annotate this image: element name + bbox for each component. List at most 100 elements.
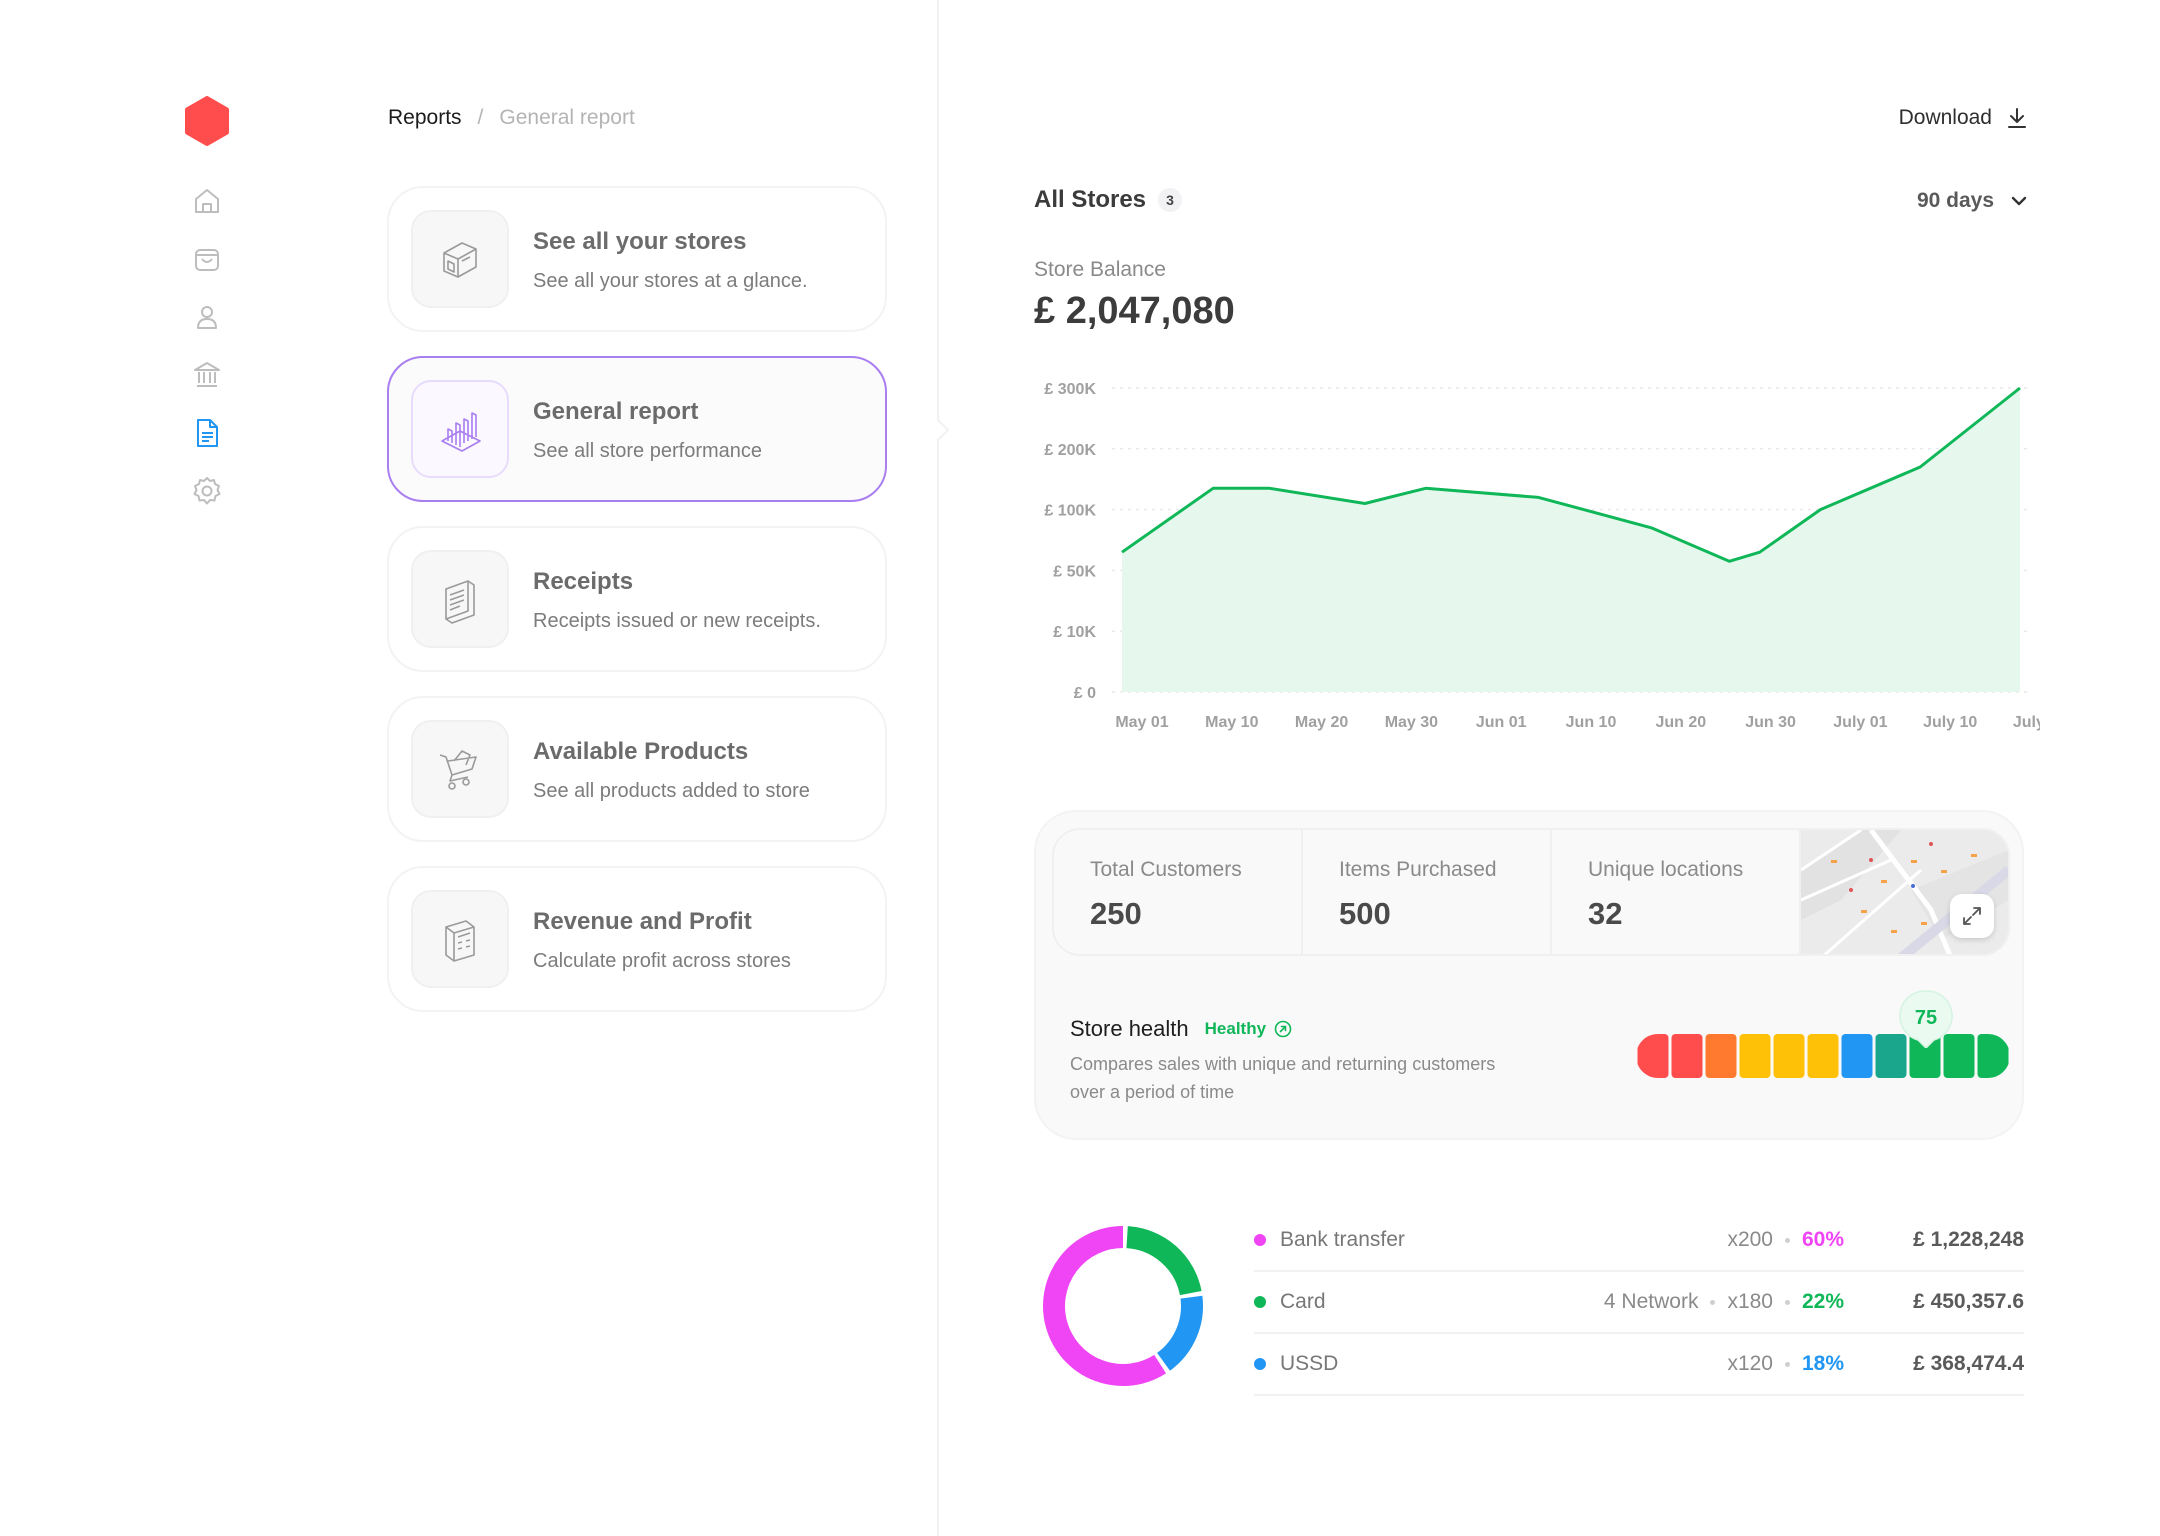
payment-count: x200 — [1727, 1228, 1773, 1251]
card-subtitle: See all store performance — [533, 440, 763, 462]
card-icon-box — [411, 380, 509, 478]
brand-logo[interactable] — [182, 96, 232, 146]
payment-percent: 60% — [1802, 1228, 1845, 1251]
card-icon-box — [411, 890, 509, 988]
store-health-status-label: Healthy — [1204, 1019, 1267, 1038]
health-segment — [1909, 1034, 1941, 1078]
x-tick-label: Jun 01 — [1476, 714, 1527, 731]
payment-extra: 4 Network — [1603, 1290, 1699, 1313]
card-available-products[interactable]: Available Products See all products adde… — [387, 696, 887, 842]
donut-slice — [1126, 1226, 1202, 1296]
sidebar-item-reports[interactable] — [190, 416, 224, 450]
health-segment — [1807, 1034, 1839, 1078]
panel-divider — [937, 0, 939, 1536]
stat-value: 32 — [1588, 896, 1623, 931]
card-receipts[interactable]: Receipts Receipts issued or new receipts… — [387, 526, 887, 672]
y-tick-label: £ 10K — [1053, 624, 1096, 641]
payment-amount: £ 450,357.6 — [1913, 1290, 2024, 1313]
user-icon — [197, 306, 217, 329]
map-expand-button[interactable] — [1950, 894, 1995, 938]
payment-percent: 18% — [1802, 1352, 1845, 1375]
stats-row: Total Customers 250 Items Purchased 500 … — [1052, 828, 2010, 956]
sidebar-item-shop[interactable] — [190, 242, 224, 276]
payment-meta: 4 Network x180 22% — [1604, 1290, 1848, 1314]
stores-count-badge: 3 — [1158, 188, 1183, 212]
x-tick-label: Jun 20 — [1655, 714, 1706, 731]
x-tick-label: July 01 — [1833, 714, 1887, 731]
payment-count: x180 — [1727, 1290, 1773, 1313]
download-button[interactable]: Download — [1899, 106, 2028, 130]
legend-dot — [1254, 1234, 1266, 1246]
chart-line — [1121, 386, 2021, 563]
sidebar-item-home[interactable] — [190, 184, 224, 218]
card-icon-box — [411, 210, 509, 308]
store-health-score: 75 — [1915, 1007, 1937, 1029]
health-segment — [1875, 1034, 1907, 1078]
payment-amount: £ 368,474.4 — [1913, 1352, 2024, 1375]
health-segment — [1773, 1034, 1805, 1078]
card-icon-box — [411, 550, 509, 648]
sidebar-item-customers[interactable] — [190, 300, 224, 334]
x-tick-label: Jun 10 — [1566, 714, 1617, 731]
sidebar-item-bank[interactable] — [190, 358, 224, 392]
x-tick-label: July 20 — [2013, 714, 2040, 731]
x-tick-label: May 10 — [1205, 714, 1258, 731]
stats-panel: Total Customers 250 Items Purchased 500 … — [1034, 810, 2024, 1140]
list-item[interactable]: Bank transfer x200 60% £ 1,228,248 — [1254, 1210, 2024, 1272]
breadcrumb-general-report[interactable]: General report — [499, 106, 635, 129]
card-general-report[interactable]: General report See all store performance — [387, 356, 887, 502]
breadcrumb-separator: / — [477, 106, 484, 129]
card-subtitle: Receipts issued or new receipts. — [533, 610, 821, 632]
dot-separator — [1785, 1361, 1790, 1367]
health-segment — [1705, 1034, 1737, 1078]
store-health-status[interactable]: Healthy — [1205, 1019, 1292, 1039]
card-subtitle: See all products added to store — [533, 780, 810, 802]
y-tick-label: £ 300K — [1044, 381, 1096, 398]
receipt-icon — [445, 580, 475, 624]
store-health-title: Store health — [1070, 1016, 1189, 1041]
expand-icon — [1963, 907, 1981, 925]
payment-meta: x120 18% — [1727, 1352, 1848, 1376]
payment-method-name: USSD — [1280, 1352, 1339, 1375]
calculator-icon — [445, 920, 475, 962]
store-health-meter — [1637, 1034, 2009, 1078]
sidebar-item-settings[interactable] — [190, 474, 224, 508]
bag-icon — [195, 249, 219, 271]
store-health-header: Store health Healthy — [1070, 1016, 1292, 1042]
stat-label: Items Purchased — [1339, 858, 1497, 881]
payment-count: x120 — [1727, 1352, 1773, 1375]
locations-map[interactable] — [1801, 830, 2008, 954]
stat-value: 250 — [1090, 896, 1142, 931]
x-tick-label: May 20 — [1295, 714, 1348, 731]
dot-separator — [1785, 1299, 1790, 1305]
card-see-all-stores[interactable]: See all your stores See all your stores … — [387, 186, 887, 332]
document-icon — [197, 419, 218, 447]
card-subtitle: See all your stores at a glance. — [533, 270, 808, 292]
store-health-description: Compares sales with unique and returning… — [1070, 1054, 1496, 1102]
cart-icon — [439, 750, 477, 790]
breadcrumb-reports[interactable]: Reports — [388, 106, 462, 129]
storefront-icon — [443, 242, 477, 278]
payment-method-name: Card — [1280, 1290, 1326, 1313]
card-revenue-profit[interactable]: Revenue and Profit Calculate profit acro… — [387, 866, 887, 1012]
list-item[interactable]: Card 4 Network x180 22% £ 450,357.6 — [1254, 1272, 2024, 1334]
list-item[interactable]: USSD x120 18% £ 368,474.4 — [1254, 1334, 2024, 1396]
health-segment — [1977, 1034, 2009, 1078]
stat-total-customers: Total Customers 250 — [1054, 830, 1303, 954]
payment-amount: £ 1,228,248 — [1913, 1228, 2024, 1251]
card-title: Receipts — [533, 568, 634, 595]
chart-y-ticks: £ 0 £ 10K £ 50K £ 100K £ 200K £ 300K — [1044, 381, 1096, 702]
date-range-select[interactable]: 90 days — [1917, 189, 2028, 213]
card-icon-box — [411, 720, 509, 818]
card-title: Revenue and Profit — [533, 908, 752, 935]
breadcrumb: Reports / General report — [388, 106, 635, 130]
card-subtitle: Calculate profit across stores — [533, 950, 791, 972]
stat-items-purchased: Items Purchased 500 — [1303, 830, 1552, 954]
health-segment — [1739, 1034, 1771, 1078]
y-tick-label: £ 0 — [1074, 685, 1096, 702]
payment-method-name: Bank transfer — [1280, 1228, 1405, 1251]
stat-label: Unique locations — [1588, 858, 1744, 881]
stores-title: All Stores — [1034, 186, 1147, 213]
chart-x-ticks: May 01 May 10 May 20 May 30 Jun 01 Jun 10 Jun … — [1115, 714, 2040, 731]
stat-label: Total Customers — [1090, 858, 1242, 881]
